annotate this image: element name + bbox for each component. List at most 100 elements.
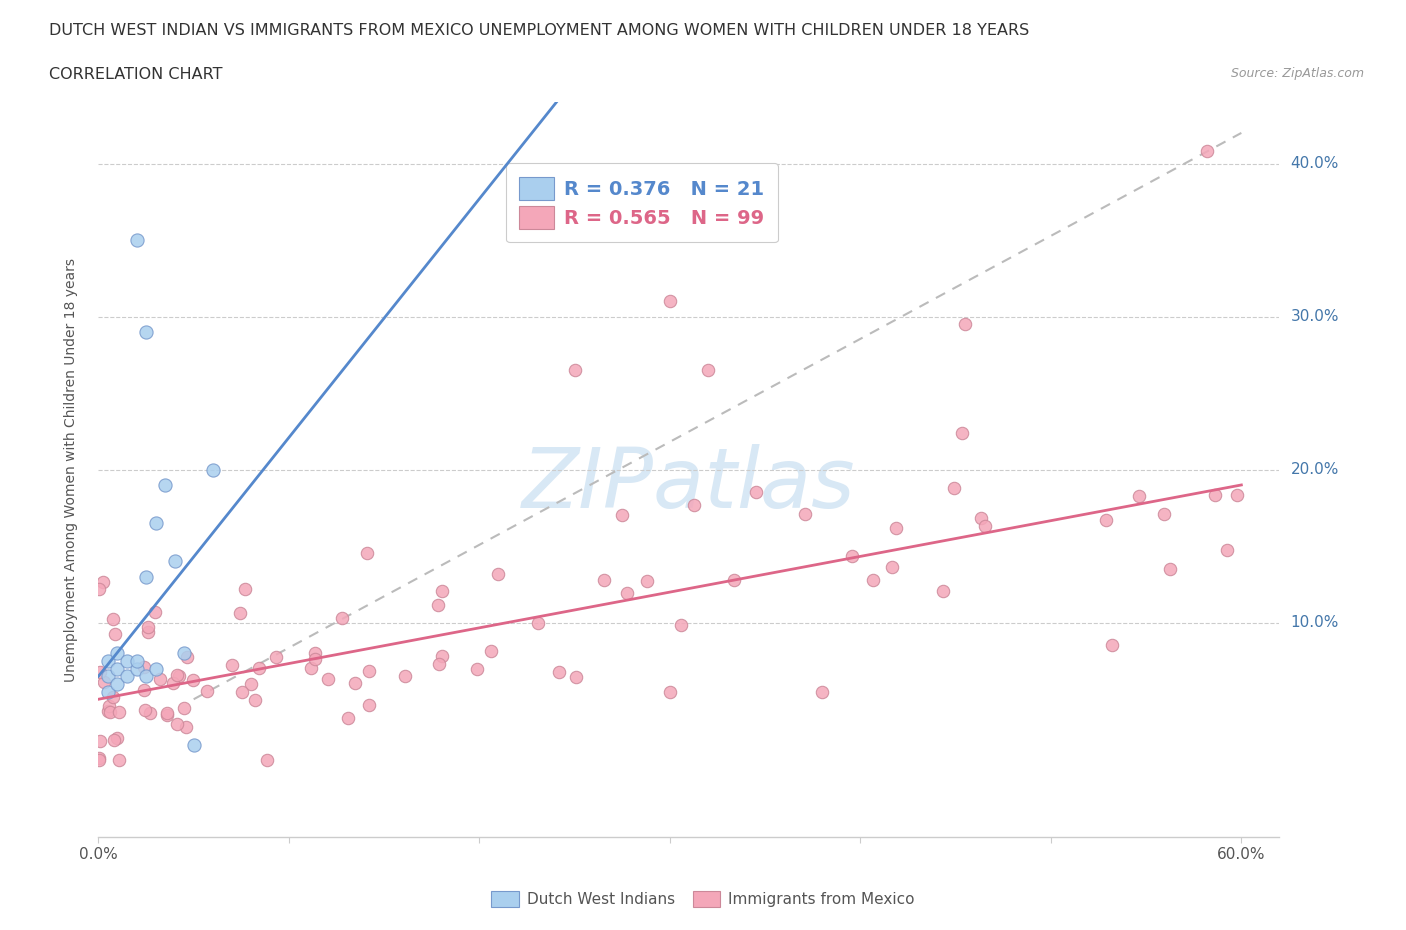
Point bbox=[163, 554, 186, 569]
Text: CORRELATION CHART: CORRELATION CHART bbox=[49, 67, 222, 82]
Point bbox=[973, 519, 995, 534]
Point bbox=[1216, 542, 1239, 557]
Point bbox=[671, 618, 693, 632]
Point bbox=[969, 511, 991, 525]
Point bbox=[115, 669, 138, 684]
Point bbox=[145, 516, 167, 531]
Legend: R = 0.376   N = 21, R = 0.565   N = 99: R = 0.376 N = 21, R = 0.565 N = 99 bbox=[506, 164, 778, 243]
Point bbox=[343, 675, 366, 690]
Text: 30.0%: 30.0% bbox=[1291, 309, 1339, 324]
Point bbox=[1159, 562, 1181, 577]
Point bbox=[1101, 638, 1123, 653]
Point bbox=[97, 698, 120, 713]
Point bbox=[183, 737, 205, 752]
Text: ZIPatlas: ZIPatlas bbox=[522, 444, 856, 525]
Legend: Dutch West Indians, Immigrants from Mexico: Dutch West Indians, Immigrants from Mexi… bbox=[484, 884, 922, 915]
Point bbox=[243, 693, 266, 708]
Point bbox=[173, 700, 195, 715]
Point bbox=[636, 574, 658, 589]
Point bbox=[89, 734, 111, 749]
Point bbox=[108, 753, 131, 768]
Point bbox=[145, 661, 167, 676]
Point bbox=[593, 572, 616, 587]
Point bbox=[174, 720, 197, 735]
Point bbox=[427, 657, 450, 671]
Point bbox=[89, 581, 111, 596]
Point bbox=[943, 481, 966, 496]
Point bbox=[565, 670, 588, 684]
Point bbox=[155, 708, 177, 723]
Point bbox=[166, 668, 188, 683]
Point bbox=[793, 507, 815, 522]
Point bbox=[811, 684, 834, 699]
Y-axis label: Unemployment Among Women with Children Under 18 years: Unemployment Among Women with Children U… bbox=[63, 258, 77, 682]
Point bbox=[356, 545, 378, 560]
Point bbox=[135, 669, 157, 684]
Point bbox=[181, 672, 204, 687]
Point bbox=[486, 566, 509, 581]
Point bbox=[97, 684, 120, 699]
Text: 10.0%: 10.0% bbox=[1291, 616, 1339, 631]
Point bbox=[299, 661, 322, 676]
Point bbox=[264, 649, 287, 664]
Text: Source: ZipAtlas.com: Source: ZipAtlas.com bbox=[1230, 67, 1364, 80]
Point bbox=[89, 751, 111, 765]
Point bbox=[610, 508, 633, 523]
Point bbox=[658, 294, 681, 309]
Point bbox=[143, 604, 166, 619]
Point bbox=[841, 549, 863, 564]
Point bbox=[430, 648, 453, 663]
Point bbox=[394, 668, 416, 683]
Point bbox=[256, 753, 278, 768]
Point bbox=[1153, 507, 1175, 522]
Point bbox=[359, 664, 381, 679]
Point bbox=[136, 619, 159, 634]
Point bbox=[247, 661, 270, 676]
Point bbox=[723, 573, 745, 588]
Point bbox=[162, 676, 184, 691]
Point bbox=[108, 704, 131, 719]
Point bbox=[153, 477, 176, 492]
Point bbox=[658, 684, 681, 699]
Point bbox=[104, 627, 127, 642]
Point bbox=[103, 612, 125, 627]
Text: 20.0%: 20.0% bbox=[1291, 462, 1339, 477]
Point bbox=[173, 645, 195, 660]
Point bbox=[884, 521, 907, 536]
Point bbox=[1204, 488, 1226, 503]
Point bbox=[932, 584, 955, 599]
Point bbox=[697, 363, 720, 378]
Point bbox=[880, 560, 903, 575]
Point bbox=[304, 645, 326, 660]
Point bbox=[233, 581, 256, 596]
Point bbox=[125, 232, 148, 247]
Point bbox=[176, 649, 198, 664]
Text: DUTCH WEST INDIAN VS IMMIGRANTS FROM MEXICO UNEMPLOYMENT AMONG WOMEN WITH CHILDR: DUTCH WEST INDIAN VS IMMIGRANTS FROM MEX… bbox=[49, 23, 1029, 38]
Point bbox=[862, 572, 884, 587]
Point bbox=[134, 703, 156, 718]
Point bbox=[115, 654, 138, 669]
Point bbox=[357, 698, 380, 712]
Point bbox=[432, 584, 454, 599]
Point bbox=[125, 661, 148, 676]
Point bbox=[683, 498, 706, 512]
Point bbox=[953, 317, 976, 332]
Point bbox=[97, 704, 120, 719]
Point bbox=[228, 605, 250, 620]
Point bbox=[97, 669, 120, 684]
Point bbox=[156, 706, 179, 721]
Point bbox=[1128, 488, 1150, 503]
Point bbox=[548, 664, 571, 679]
Text: 40.0%: 40.0% bbox=[1291, 156, 1339, 171]
Point bbox=[125, 654, 148, 669]
Point bbox=[135, 569, 157, 584]
Point bbox=[91, 575, 114, 590]
Point bbox=[149, 671, 172, 686]
Point bbox=[231, 684, 253, 699]
Point bbox=[616, 586, 638, 601]
Point bbox=[479, 644, 502, 658]
Point bbox=[167, 668, 190, 683]
Point bbox=[98, 705, 121, 720]
Point bbox=[240, 676, 263, 691]
Point bbox=[101, 689, 124, 704]
